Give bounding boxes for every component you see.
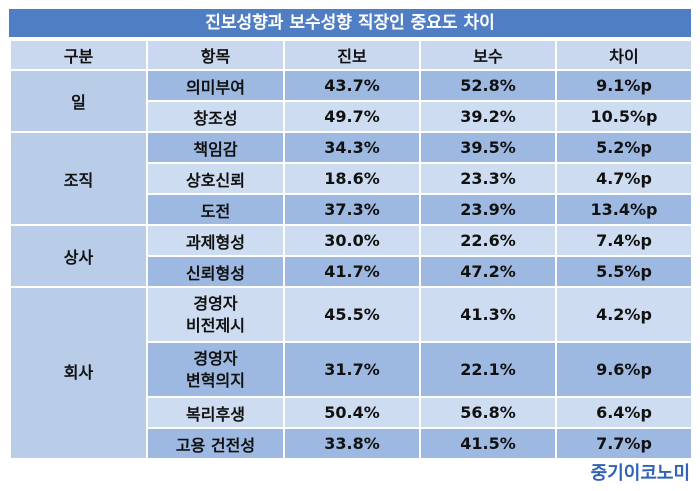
progressive-cell: 50.4% — [283, 396, 421, 429]
progressive-cell: 18.6% — [283, 162, 421, 195]
conservative-cell: 41.5% — [419, 427, 557, 460]
progressive-cell: 31.7% — [283, 341, 421, 398]
conservative-cell: 41.3% — [419, 286, 557, 343]
table-row: 상사 과제형성 30.0% 22.6% 7.4%p — [9, 224, 693, 288]
difference-cell: 10.5%p — [555, 100, 693, 133]
conservative-cell: 39.5% — [419, 131, 557, 164]
table-title: 진보성향과 보수성향 직장인 중요도 차이 — [9, 9, 691, 39]
difference-cell: 6.4%p — [555, 396, 693, 429]
table-row: 회사 경영자 비전제시 45.5% 41.3% 4.2%p — [9, 286, 693, 460]
item-cell: 도전 — [146, 193, 285, 226]
comparison-table: 구분 항목 진보 보수 차이 일 의미부여 43.7% 52.8% 9.1%p … — [9, 39, 693, 460]
item-line: 변혁의지 — [186, 370, 245, 390]
item-cell: 신뢰형성 — [146, 255, 285, 288]
header-row: 구분 항목 진보 보수 차이 — [9, 39, 693, 71]
item-cell: 의미부여 — [146, 69, 285, 102]
item-cell: 상호신뢰 — [146, 162, 285, 195]
category-cell: 일 — [9, 69, 148, 133]
progressive-cell: 34.3% — [283, 131, 421, 164]
category-cell: 상사 — [9, 224, 148, 288]
progressive-cell: 37.3% — [283, 193, 421, 226]
difference-cell: 7.4%p — [555, 224, 693, 257]
difference-cell: 4.2%p — [555, 286, 693, 343]
table-container: 진보성향과 보수성향 직장인 중요도 차이 구분 항목 진보 보수 차이 일 의… — [9, 9, 693, 460]
progressive-cell: 30.0% — [283, 224, 421, 257]
table-row: 일 의미부여 43.7% 52.8% 9.1%p — [9, 69, 693, 133]
table-row: 도전 37.3% 23.9% 13.4%p — [10, 193, 693, 226]
conservative-cell: 22.1% — [419, 341, 557, 398]
header-item: 항목 — [146, 39, 285, 71]
difference-cell: 7.7%p — [555, 427, 693, 460]
header-category: 구분 — [9, 39, 148, 71]
table-row: 상호신뢰 18.6% 23.3% 4.7%p — [10, 162, 693, 195]
category-cell: 조직 — [9, 131, 148, 226]
item-line: 경영자 — [193, 348, 238, 368]
difference-cell: 4.7%p — [555, 162, 693, 195]
header-difference: 차이 — [555, 39, 693, 71]
progressive-cell: 43.7% — [283, 69, 421, 102]
item-cell: 과제형성 — [146, 224, 285, 257]
item-cell: 복리후생 — [146, 396, 285, 429]
table-row: 조직 책임감 34.3% 39.5% 5.2%p — [9, 131, 693, 226]
progressive-cell: 41.7% — [283, 255, 421, 288]
difference-cell: 13.4%p — [555, 193, 693, 226]
difference-cell: 9.6%p — [555, 341, 693, 398]
difference-cell: 5.5%p — [555, 255, 693, 288]
conservative-cell: 39.2% — [419, 100, 557, 133]
progressive-cell: 45.5% — [283, 286, 421, 343]
item-cell: 경영자 비전제시 — [146, 286, 285, 343]
item-cell: 창조성 — [146, 100, 285, 133]
publisher-logo: 중기이코노미 — [590, 463, 690, 484]
item-cell: 고용 건전성 — [146, 427, 285, 460]
progressive-cell: 33.8% — [283, 427, 421, 460]
conservative-cell: 23.9% — [419, 193, 557, 226]
header-progressive: 진보 — [283, 39, 421, 71]
difference-cell: 5.2%p — [555, 131, 693, 164]
table-row: 복리후생 50.4% 56.8% 6.4%p — [10, 396, 693, 429]
difference-cell: 9.1%p — [555, 69, 693, 102]
table-row: 창조성 49.7% 39.2% 10.5%p — [10, 100, 693, 133]
conservative-cell: 52.8% — [419, 69, 557, 102]
header-conservative: 보수 — [419, 39, 557, 71]
item-cell: 책임감 — [146, 131, 285, 164]
conservative-cell: 47.2% — [419, 255, 557, 288]
category-cell: 회사 — [9, 286, 148, 460]
item-cell: 경영자 변혁의지 — [146, 341, 285, 398]
progressive-cell: 49.7% — [283, 100, 421, 133]
conservative-cell: 56.8% — [419, 396, 557, 429]
table-row: 경영자 변혁의지 31.7% 22.1% 9.6%p — [10, 341, 693, 398]
item-line: 경영자 — [193, 293, 238, 313]
item-line: 비전제시 — [186, 315, 245, 335]
table-row: 고용 건전성 33.8% 41.5% 7.7%p — [10, 427, 693, 460]
conservative-cell: 22.6% — [419, 224, 557, 257]
conservative-cell: 23.3% — [419, 162, 557, 195]
table-row: 신뢰형성 41.7% 47.2% 5.5%p — [10, 255, 693, 288]
